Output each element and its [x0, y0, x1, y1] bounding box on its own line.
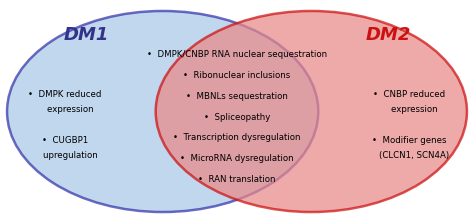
- Text: expression: expression: [36, 105, 94, 114]
- Text: (CLCN1, SCN4A): (CLCN1, SCN4A): [368, 151, 449, 160]
- Text: •  RAN translation: • RAN translation: [198, 175, 276, 184]
- Text: expression: expression: [380, 105, 438, 114]
- Text: •  Ribonuclear inclusions: • Ribonuclear inclusions: [183, 71, 291, 80]
- Text: •  Modifier genes: • Modifier genes: [372, 136, 446, 145]
- Ellipse shape: [155, 11, 467, 212]
- Text: •  DMPK/CNBP RNA nuclear sequestration: • DMPK/CNBP RNA nuclear sequestration: [147, 50, 327, 59]
- Text: •  DMPK reduced: • DMPK reduced: [28, 90, 102, 99]
- Text: •  Transcription dysregulation: • Transcription dysregulation: [173, 133, 301, 142]
- Text: •  MicroRNA dysregulation: • MicroRNA dysregulation: [180, 154, 294, 163]
- Ellipse shape: [7, 11, 319, 212]
- Text: •  MBNLs sequestration: • MBNLs sequestration: [186, 92, 288, 101]
- Text: •  CNBP reduced: • CNBP reduced: [373, 90, 445, 99]
- Text: upregulation: upregulation: [32, 151, 98, 160]
- Text: DM2: DM2: [365, 26, 410, 44]
- Text: •  Spliceopathy: • Spliceopathy: [204, 113, 270, 122]
- Text: •  CUGBP1: • CUGBP1: [42, 136, 88, 145]
- Text: DM1: DM1: [64, 26, 109, 44]
